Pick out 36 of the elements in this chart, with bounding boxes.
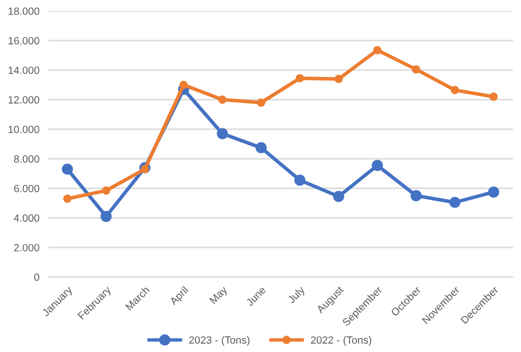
y-tick-label: 18.000 [8, 8, 40, 15]
point [102, 186, 110, 195]
point [216, 128, 228, 140]
point [63, 194, 72, 203]
point [334, 74, 343, 84]
legend-label: 2023 - (Tons) [189, 336, 250, 346]
point [294, 174, 306, 186]
point [218, 96, 227, 104]
y-tick-label: 16.000 [8, 37, 40, 44]
y-tick-label: 10.000 [8, 126, 40, 134]
legend-label: 2022 - (Tons) [311, 336, 372, 346]
x-tick-label: May [209, 286, 230, 306]
point [488, 186, 500, 198]
point [373, 46, 382, 54]
point [333, 190, 344, 202]
point [412, 65, 420, 74]
y-tick-label: 8.000 [14, 155, 40, 163]
point [489, 92, 498, 101]
point [450, 86, 460, 94]
point [296, 74, 304, 82]
point [410, 190, 422, 202]
y-tick-label: 4.000 [14, 214, 40, 222]
y-tick-label: 12.000 [8, 96, 40, 104]
point [372, 160, 383, 171]
x-tick-label: July [286, 285, 307, 306]
y-tick-label: 14.000 [8, 66, 40, 74]
y-tick-label: 0 [34, 274, 40, 281]
point [140, 164, 150, 174]
point [62, 164, 73, 175]
point [256, 98, 266, 107]
y-tick-label: 2.000 [14, 244, 40, 252]
point [256, 142, 267, 154]
point [449, 196, 460, 208]
point [100, 210, 112, 222]
point [179, 80, 188, 90]
y-tick-label: 6.000 [14, 184, 40, 192]
